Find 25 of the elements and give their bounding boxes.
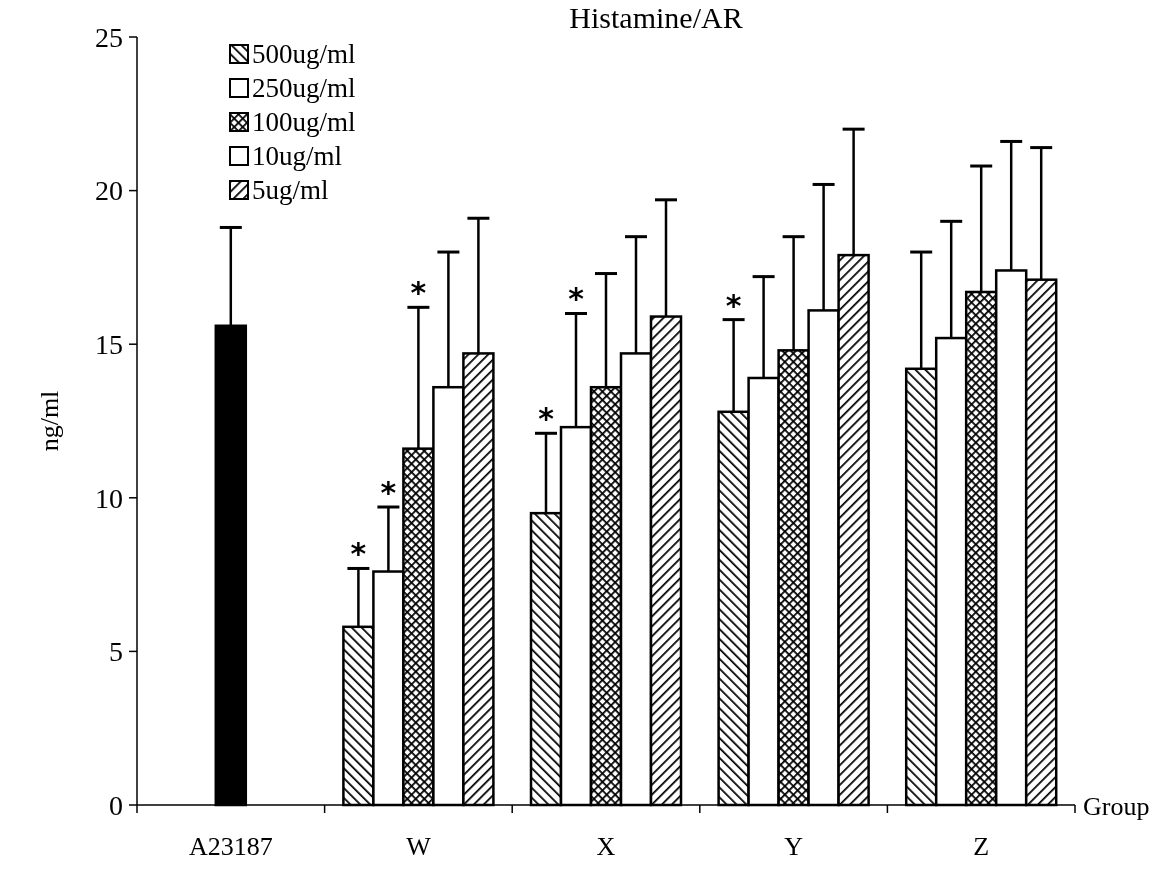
legend-label: 250ug/ml	[252, 73, 356, 104]
y-tick-label: 10	[95, 482, 123, 514]
chart-title: Histamine/AR	[569, 1, 743, 34]
annotation: *	[568, 281, 585, 317]
annotation: *	[350, 536, 367, 572]
y-tick-label: 25	[95, 21, 123, 53]
legend-label: 10ug/ml	[252, 141, 343, 172]
y-tick-label: 0	[109, 789, 123, 821]
y-tick-label: 15	[95, 329, 123, 360]
x-tick-label: A23187	[188, 832, 273, 861]
x-tick-label: X	[596, 832, 616, 861]
y-tick-label: 20	[95, 175, 123, 207]
y-tick-label: 5	[109, 636, 123, 668]
annotation: *	[538, 401, 555, 437]
legend-label: 500ug/ml	[252, 39, 356, 70]
x-tick-label: Y	[784, 832, 804, 861]
x-tick-label: W	[406, 832, 432, 861]
x-tick-label: Z	[973, 832, 990, 861]
y-axis-title: ng/ml	[35, 390, 64, 452]
annotation: *	[380, 475, 397, 511]
annotation: *	[410, 275, 427, 311]
x-axis-title: Group	[1083, 792, 1150, 821]
legend-label: 100ug/ml	[252, 107, 356, 138]
annotation: *	[725, 287, 742, 323]
legend-label: 5ug/ml	[252, 175, 329, 206]
